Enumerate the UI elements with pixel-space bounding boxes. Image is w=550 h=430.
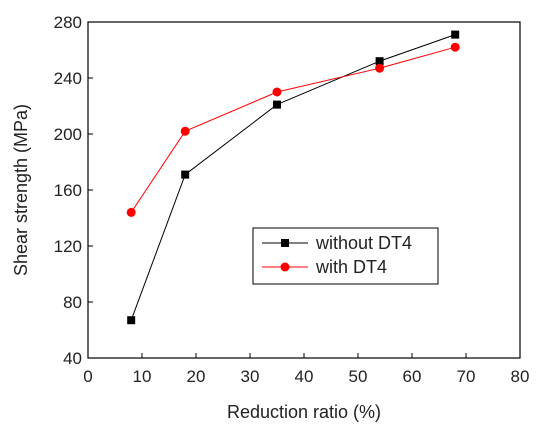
- x-tick-label: 10: [133, 367, 152, 386]
- x-axis-title: Reduction ratio (%): [227, 402, 381, 422]
- x-tick-label: 80: [511, 367, 530, 386]
- plot-frame: [87, 21, 521, 359]
- x-tick-label: 50: [349, 367, 368, 386]
- y-tick-label: 80: [63, 293, 82, 312]
- legend-box: [252, 227, 439, 285]
- x-tick-label: 20: [187, 367, 206, 386]
- data-point: [375, 63, 385, 73]
- x-tick-label: 70: [457, 367, 476, 386]
- data-point: [126, 207, 136, 217]
- data-point: [273, 100, 281, 109]
- x-tick-label: 0: [83, 367, 92, 386]
- y-axis: 40 80 120 160 200 240 280: [54, 13, 93, 368]
- y-tick-label: 120: [54, 237, 82, 256]
- legend: without DT4 with DT4: [252, 227, 439, 285]
- x-tick-label: 60: [403, 367, 422, 386]
- legend-label-without-dt4: without DT4: [315, 233, 412, 253]
- data-point: [181, 170, 190, 179]
- data-point: [450, 42, 460, 52]
- y-axis-title: Shear strength (MPa): [11, 104, 31, 276]
- data-point: [451, 30, 460, 39]
- x-tick-label: 40: [295, 367, 314, 386]
- y-tick-label: 280: [54, 13, 82, 32]
- series-line-with-dt4: [130, 46, 456, 213]
- series-without-dt4: [127, 30, 460, 325]
- y-tick-label: 240: [54, 69, 82, 88]
- x-tick-label: 30: [241, 367, 260, 386]
- data-point: [375, 57, 384, 66]
- data-point: [272, 87, 282, 97]
- data-point: [180, 126, 190, 136]
- y-tick-label: 40: [63, 349, 82, 368]
- legend-marker-with-dt4: [280, 262, 290, 272]
- series-layer: [126, 30, 460, 325]
- data-point: [127, 316, 136, 325]
- series-with-dt4: [126, 42, 460, 217]
- x-axis: 0 10 20 30 40 50 60 70 80: [83, 353, 529, 386]
- legend-marker-without-dt4: [281, 239, 289, 247]
- y-tick-label: 160: [54, 181, 82, 200]
- y-tick-label: 200: [54, 125, 82, 144]
- legend-label-with-dt4: with DT4: [315, 257, 387, 277]
